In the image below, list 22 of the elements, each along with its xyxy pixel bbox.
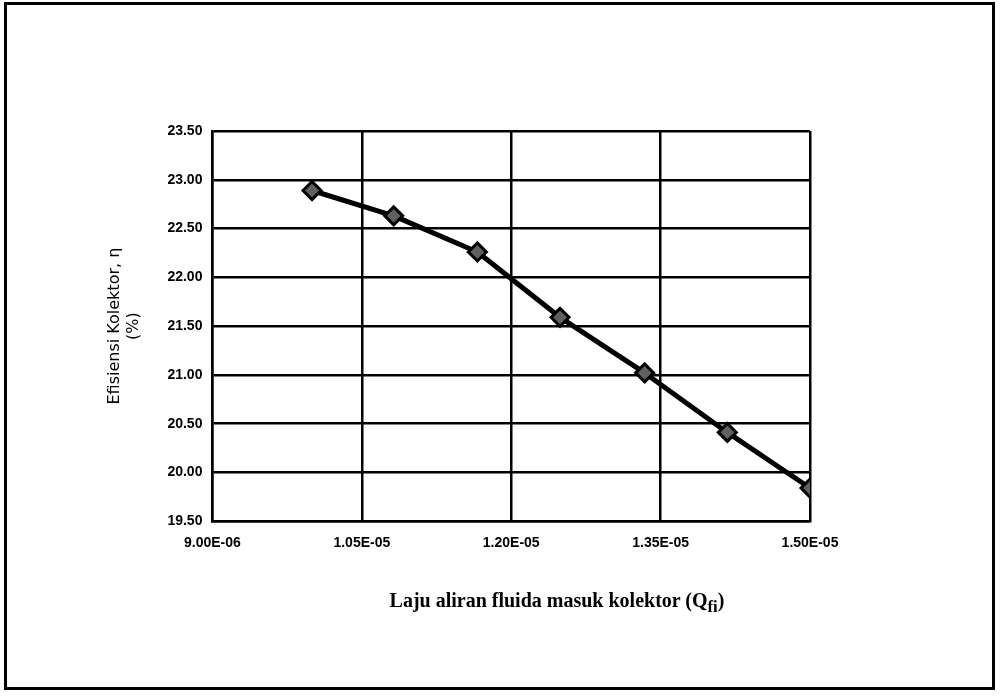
y-axis-title: Efisiensi Kolektor, η (%): [103, 247, 142, 405]
x-tick-label: 9.00E-06: [184, 534, 242, 551]
point: [466, 241, 488, 263]
x-tick-label: 1.20E-05: [482, 534, 540, 551]
point: [634, 362, 656, 384]
y-tick-label: 22.00: [167, 268, 203, 285]
point: [383, 205, 405, 227]
point: [549, 306, 571, 328]
y-tick-label: 19.50: [167, 512, 203, 529]
x-tick-label: 1.35E-05: [632, 534, 690, 551]
y-tick-label: 21.50: [167, 316, 203, 333]
y-tick-label: 23.00: [167, 170, 203, 187]
y-tick-label: 23.50: [167, 121, 203, 138]
y-tick-label: 21.00: [167, 365, 203, 382]
point: [301, 180, 323, 202]
y-tick-label: 22.50: [167, 219, 203, 236]
y-tick-label: 20.50: [167, 414, 203, 431]
x-axis-title: Laju aliran fluida masuk kolektor (Q$_{fi}$): [388, 589, 726, 617]
x-tick-label: 1.05E-05: [333, 534, 391, 551]
y-tick-label: 20.00: [167, 463, 203, 480]
x-tick-label: 1.50E-05: [781, 534, 839, 551]
point: [716, 421, 738, 443]
